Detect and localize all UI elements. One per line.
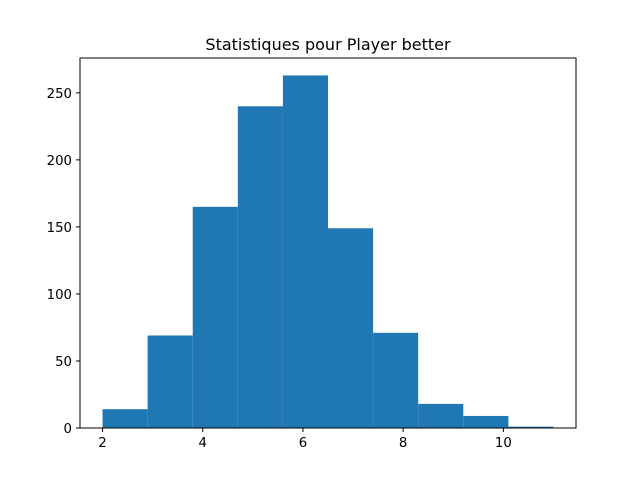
histogram-bar xyxy=(102,409,148,428)
chart-title: Statistiques pour Player better xyxy=(205,35,451,54)
y-tick-label: 150 xyxy=(47,221,72,236)
y-tick-label: 50 xyxy=(55,355,72,370)
histogram-bar xyxy=(282,75,328,428)
histogram-bar xyxy=(147,335,193,428)
histogram-bar xyxy=(192,206,238,428)
x-tick-label: 6 xyxy=(299,436,307,451)
histogram-bar xyxy=(463,415,509,428)
x-tick-label: 10 xyxy=(495,436,512,451)
y-tick-label: 0 xyxy=(64,422,72,437)
plot-frame xyxy=(79,57,577,429)
histogram-bar xyxy=(328,228,374,428)
histogram-bar xyxy=(237,106,283,429)
y-tick-label: 200 xyxy=(47,154,72,169)
y-axis-ticks: 0 50 100 150 200 250 xyxy=(47,87,80,437)
x-tick-label: 8 xyxy=(399,436,407,451)
y-tick-label: 100 xyxy=(47,288,72,303)
histogram-bar xyxy=(508,426,554,428)
x-axis-ticks: 2 4 6 8 10 xyxy=(98,428,512,451)
y-tick-label: 250 xyxy=(47,87,72,102)
x-tick-label: 2 xyxy=(98,436,106,451)
bars-group xyxy=(102,75,554,429)
x-tick-label: 4 xyxy=(199,436,207,451)
histogram-bar xyxy=(418,403,464,428)
histogram-bar xyxy=(373,332,419,428)
